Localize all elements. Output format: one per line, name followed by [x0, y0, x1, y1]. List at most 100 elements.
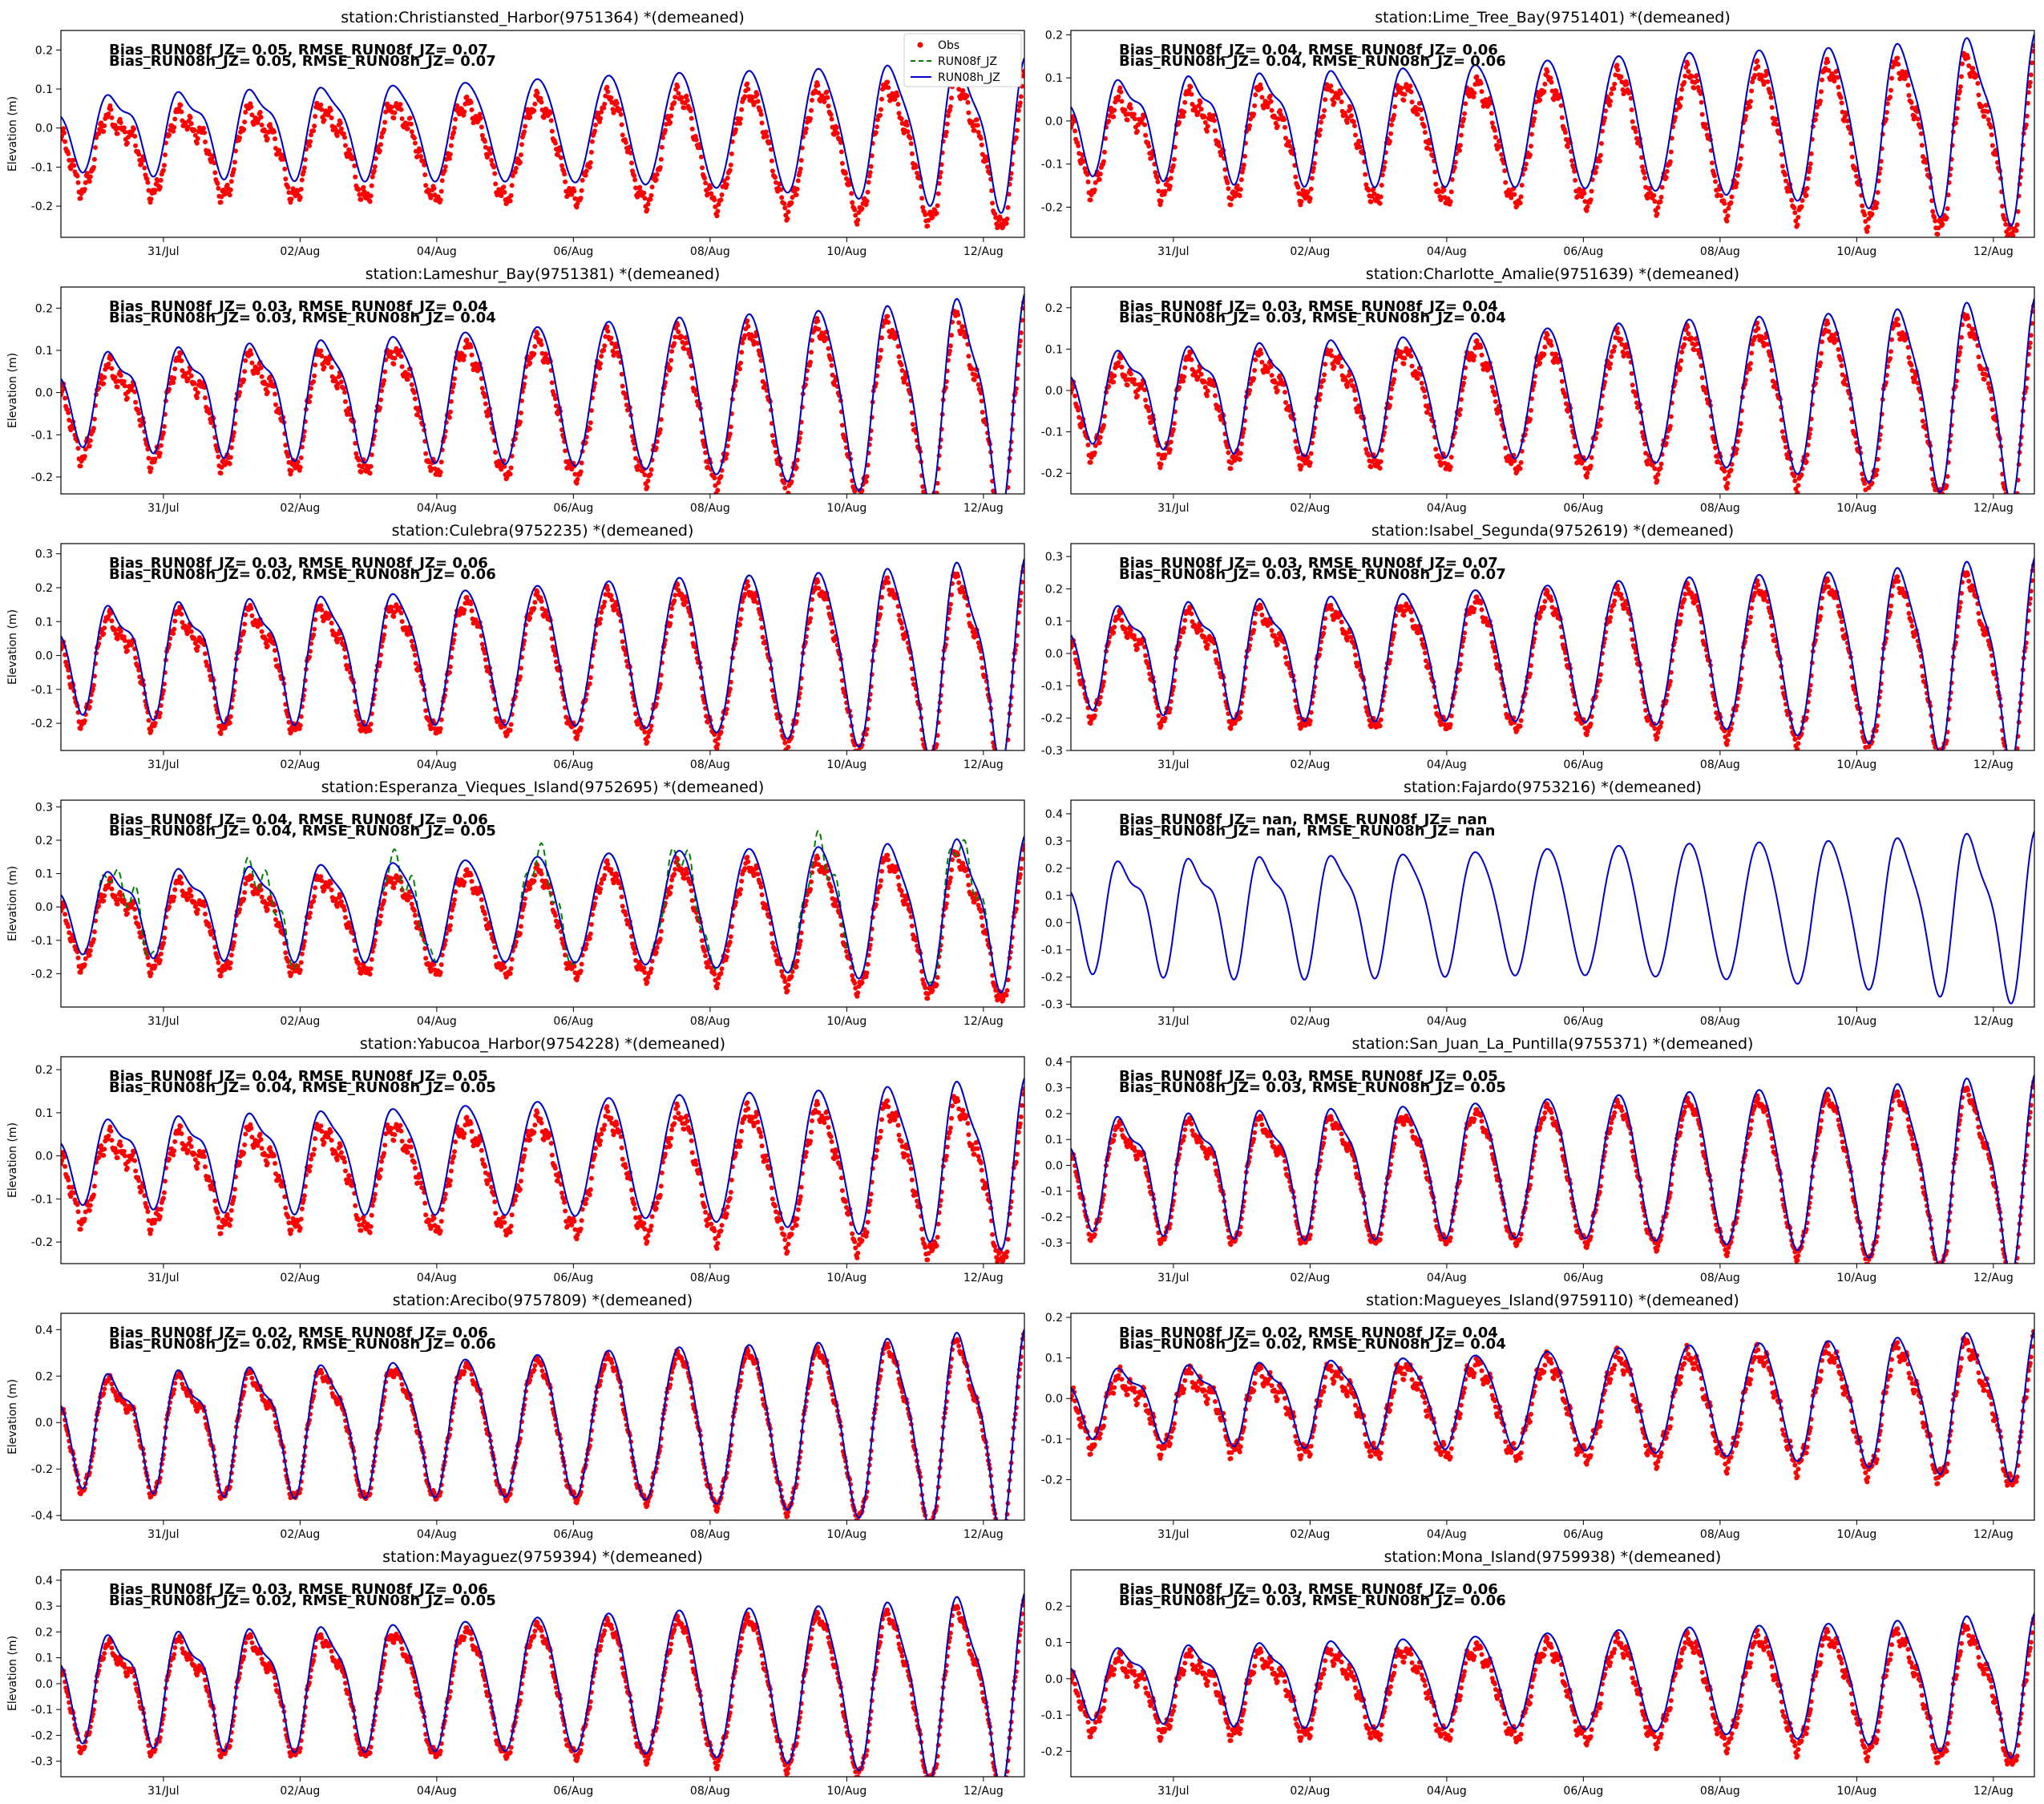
xtick-label: 12/Aug	[1973, 1528, 2014, 1541]
xtick-label: 02/Aug	[280, 245, 320, 258]
ytick-label: 0.0	[1045, 385, 1063, 398]
ytick-label: 0.0	[35, 901, 53, 914]
xtick-label: 12/Aug	[963, 1785, 1004, 1798]
ytick-label: -0.2	[31, 968, 53, 981]
xtick-label: 31/Jul	[147, 1272, 179, 1284]
run08f-series	[61, 293, 1024, 494]
stats-line: Bias_RUN08h_JZ= 0.02, RMSE_RUN08h_JZ= 0.…	[1119, 1336, 1506, 1353]
subplot-title: station:Yabucoa_Harbor(9754228) *(demean…	[360, 1035, 725, 1053]
xtick-label: 02/Aug	[1290, 1785, 1330, 1798]
xtick-label: 02/Aug	[280, 1272, 320, 1284]
ytick-label: -0.1	[31, 1193, 53, 1206]
subplot-1: station:Lime_Tree_Bay(9751401) *(demeane…	[1041, 9, 2035, 258]
stats-line: Bias_RUN08h_JZ= 0.02, RMSE_RUN08h_JZ= 0.…	[109, 1336, 496, 1353]
xtick-label: 02/Aug	[1290, 502, 1330, 515]
stats-line: Bias_RUN08f_JZ= 0.03, RMSE_RUN08f_JZ= 0.…	[109, 555, 488, 572]
ytick-label: 0.0	[1045, 1673, 1063, 1686]
ytick-label: 0.0	[35, 1151, 53, 1163]
ytick-label: -0.2	[1041, 201, 1063, 214]
ytick-label: 0.2	[35, 44, 53, 57]
xtick-label: 31/Jul	[1157, 758, 1189, 771]
y-axis-label: Elevation (m)	[6, 866, 19, 941]
subplot-10: station:Arecibo(9757809) *(demeaned) -0.4…	[6, 1292, 1025, 1541]
legend-item-label: RUN08h_JZ	[938, 71, 1000, 84]
ytick-label: -0.2	[1041, 1745, 1063, 1758]
ytick-label: 0.3	[35, 548, 53, 561]
xtick-label: 08/Aug	[690, 758, 730, 771]
subplot-title: station:Arecibo(9757809) *(demeaned)	[393, 1292, 693, 1309]
ytick-label: -0.2	[1041, 1211, 1063, 1224]
ytick-label: 0.2	[35, 1370, 53, 1383]
ytick-label: -0.2	[1041, 467, 1063, 480]
xtick-label: 06/Aug	[1563, 1528, 1603, 1541]
xtick-label: 04/Aug	[1427, 1272, 1467, 1284]
stats-line: Bias_RUN08f_JZ= 0.04, RMSE_RUN08f_JZ= 0.…	[1119, 42, 1498, 59]
plot-area	[1071, 1329, 2034, 1488]
subplot-title: station:Isabel_Segunda(9752619) *(demean…	[1371, 522, 1734, 540]
xtick-label: 08/Aug	[1700, 245, 1740, 258]
xtick-label: 12/Aug	[963, 1528, 1004, 1541]
ytick-label: 0.1	[35, 83, 53, 96]
xtick-label: 10/Aug	[826, 502, 866, 515]
xtick-label: 02/Aug	[280, 758, 320, 771]
run08h-series	[1071, 34, 2034, 227]
xtick-label: 31/Jul	[1157, 1785, 1189, 1798]
stats-line: Bias_RUN08f_JZ= 0.02, RMSE_RUN08f_JZ= 0.…	[1119, 1325, 1498, 1341]
ytick-label: -0.1	[31, 684, 53, 697]
ytick-label: -0.2	[31, 718, 53, 730]
stats-line: Bias_RUN08h_JZ= 0.05, RMSE_RUN08h_JZ= 0.…	[109, 53, 496, 70]
xtick-label: 12/Aug	[963, 502, 1004, 515]
xtick-label: 04/Aug	[417, 1528, 457, 1541]
xtick-label: 02/Aug	[280, 502, 320, 515]
run08h-series	[61, 1078, 1024, 1251]
ytick-label: 0.1	[35, 1652, 53, 1665]
ytick-label: -0.2	[31, 471, 53, 484]
ytick-label: 0.0	[35, 650, 53, 663]
plot-area	[61, 1593, 1024, 1777]
run08h-series	[61, 558, 1024, 750]
xtick-label: 31/Jul	[1157, 1015, 1189, 1028]
xtick-label: 02/Aug	[1290, 1015, 1330, 1028]
ytick-label: 0.0	[1045, 648, 1063, 661]
ytick-label: 0.1	[1045, 1637, 1063, 1650]
subplot-7: station:Fajardo(9753216) *(demeaned) -0.3…	[1041, 779, 2035, 1028]
xtick-label: 06/Aug	[553, 1015, 593, 1028]
ytick-label: 0.0	[1045, 1393, 1063, 1406]
ytick-label: 0.1	[1045, 616, 1063, 629]
stats-line: Bias_RUN08f_JZ= 0.04, RMSE_RUN08f_JZ= 0.…	[109, 1068, 488, 1085]
axes-frame	[60, 1056, 1025, 1264]
ytick-label: 0.4	[1045, 1056, 1063, 1069]
ytick-label: 0.3	[1045, 835, 1063, 848]
xtick-label: 31/Jul	[1157, 502, 1189, 515]
ytick-label: -0.2	[1041, 972, 1063, 985]
ytick-label: -0.2	[31, 1236, 53, 1249]
axes-frame	[1070, 1056, 2035, 1264]
ytick-label: -0.1	[1041, 944, 1063, 957]
subplot-2: station:Lameshur_Bay(9751381) *(demeaned…	[6, 265, 1025, 515]
run08f-series	[61, 830, 1024, 993]
ytick-label: -0.2	[31, 200, 53, 213]
stats-line: Bias_RUN08f_JZ= 0.03, RMSE_RUN08f_JZ= 0.…	[1119, 1581, 1498, 1598]
xtick-label: 06/Aug	[1563, 758, 1603, 771]
stats-line: Bias_RUN08f_JZ= 0.04, RMSE_RUN08f_JZ= 0.…	[109, 811, 488, 828]
ytick-label: 0.2	[1045, 302, 1063, 315]
ytick-label: -0.2	[31, 1463, 53, 1476]
xtick-label: 04/Aug	[1427, 1528, 1467, 1541]
stats-line: Bias_RUN08h_JZ= 0.02, RMSE_RUN08h_JZ= 0.…	[109, 1592, 496, 1609]
xtick-label: 31/Jul	[147, 1785, 179, 1798]
stats-line: Bias_RUN08f_JZ= 0.03, RMSE_RUN08f_JZ= 0.…	[109, 1581, 488, 1598]
ytick-label: 0.4	[35, 1575, 53, 1588]
run08h-series	[61, 1593, 1024, 1777]
subplot-title: station:Culebra(9752235) *(demeaned)	[392, 522, 694, 540]
stats-line: Bias_RUN08h_JZ= nan, RMSE_RUN08h_JZ= nan	[1119, 823, 1495, 839]
ytick-label: -0.3	[1041, 745, 1063, 758]
axes-frame	[1070, 799, 2035, 1008]
xtick-label: 04/Aug	[1427, 245, 1467, 258]
xtick-label: 08/Aug	[690, 1528, 730, 1541]
subplot-title: station:Esperanza_Vieques_Island(9752695…	[321, 779, 765, 796]
xtick-label: 08/Aug	[690, 1015, 730, 1028]
stats-line: Bias_RUN08h_JZ= 0.03, RMSE_RUN08h_JZ= 0.…	[109, 309, 496, 326]
y-axis-label: Elevation (m)	[6, 1636, 19, 1711]
xtick-label: 10/Aug	[826, 1528, 866, 1541]
ytick-label: 0.1	[35, 868, 53, 881]
